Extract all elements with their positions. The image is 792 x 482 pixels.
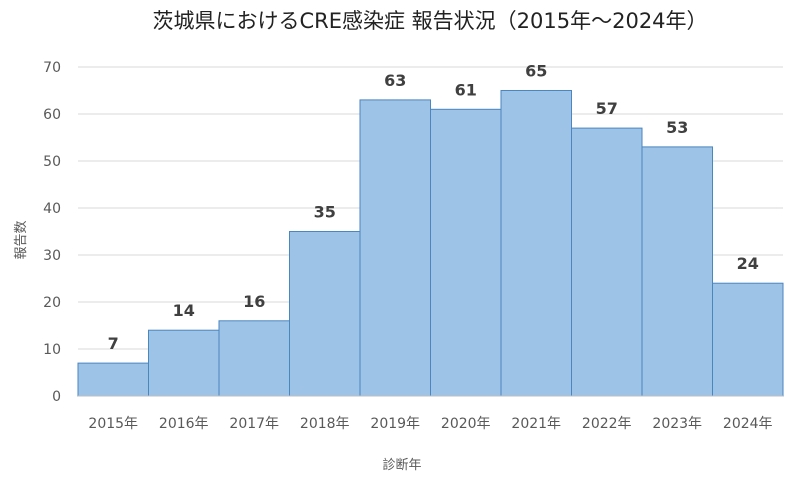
x-tick-label: 2017年: [229, 416, 279, 432]
data-label: 7: [108, 334, 119, 353]
y-tick-label: 70: [43, 60, 61, 76]
y-tick-label: 0: [52, 389, 61, 405]
x-tick-label: 2020年: [441, 416, 491, 432]
data-label: 16: [243, 292, 265, 311]
bars: [77, 90, 784, 397]
bar: [500, 90, 572, 397]
bar: [430, 108, 502, 397]
data-label: 65: [525, 62, 547, 81]
chart-title: 茨城県におけるCRE感染症 報告状況（2015年～2024年）: [152, 9, 707, 33]
x-axis-ticks: 2015年 2016年 2017年 2018年 2019年 2020年 2021年 2022年…: [88, 416, 772, 432]
y-axis-ticks: 0 10 20 30 40 50 60 70: [43, 60, 61, 405]
bar: [571, 127, 643, 397]
x-tick-label: 2024年: [723, 416, 773, 432]
x-tick-label: 2022年: [582, 416, 632, 432]
x-tick-label: 2019年: [370, 416, 420, 432]
bar: [218, 320, 290, 397]
bar: [148, 329, 220, 397]
data-labels: 7 14 16 35 63 61 65 57 53 24: [108, 62, 759, 354]
bar: [359, 99, 431, 397]
y-tick-label: 60: [43, 107, 61, 123]
data-label: 57: [596, 99, 618, 118]
bar: [289, 231, 361, 397]
data-label: 63: [384, 71, 406, 90]
data-label: 53: [666, 118, 688, 137]
data-label: 61: [455, 80, 477, 99]
bar: [77, 362, 149, 397]
y-tick-label: 30: [43, 248, 61, 264]
x-tick-label: 2023年: [652, 416, 702, 432]
bar: [641, 146, 713, 397]
data-label: 35: [314, 203, 336, 222]
y-axis-title: 報告数: [14, 220, 29, 259]
data-label: 14: [173, 301, 195, 320]
y-tick-label: 40: [43, 201, 61, 217]
y-tick-label: 20: [43, 295, 61, 311]
x-tick-label: 2018年: [300, 416, 350, 432]
y-tick-label: 50: [43, 154, 61, 170]
bar: [712, 282, 784, 397]
x-tick-label: 2016年: [159, 416, 209, 432]
data-label: 24: [737, 254, 759, 273]
x-tick-label: 2021年: [511, 416, 561, 432]
x-axis-title: 診断年: [382, 457, 421, 473]
x-tick-label: 2015年: [88, 416, 138, 432]
y-tick-label: 10: [43, 342, 61, 358]
